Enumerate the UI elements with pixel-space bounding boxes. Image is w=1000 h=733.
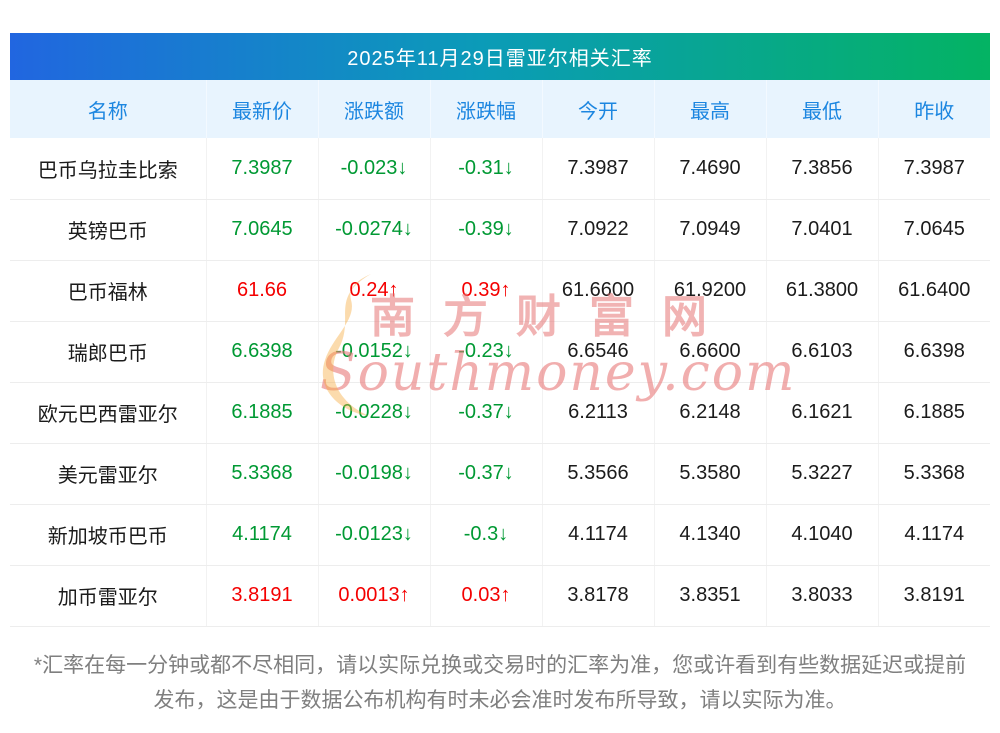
header-row: 名称 最新价 涨跌额 涨跌幅 今开 最高 最低 昨收: [10, 80, 990, 138]
table-body: 巴币乌拉圭比索 7.3987 -0.023↓ -0.31↓ 7.3987 7.4…: [10, 138, 990, 627]
cell-pct: -0.39↓: [430, 199, 543, 261]
cell-low: 61.3800: [766, 260, 879, 322]
cell-open: 6.6546: [542, 321, 655, 383]
cell-name: 巴币乌拉圭比索: [10, 138, 207, 200]
cell-prevclose: 7.3987: [878, 138, 990, 200]
cell-latest: 61.66: [206, 260, 319, 322]
cell-latest: 7.0645: [206, 199, 319, 261]
cell-prevclose: 6.6398: [878, 321, 990, 383]
cell-low: 7.3856: [766, 138, 879, 200]
table-row: 美元雷亚尔 5.3368 -0.0198↓ -0.37↓ 5.3566 5.35…: [10, 443, 990, 505]
cell-low: 3.8033: [766, 565, 879, 627]
cell-high: 3.8351: [654, 565, 767, 627]
cell-latest: 4.1174: [206, 504, 319, 566]
cell-high: 7.4690: [654, 138, 767, 200]
cell-low: 6.1621: [766, 382, 879, 444]
cell-name: 瑞郎巴币: [10, 321, 207, 383]
cell-latest: 6.6398: [206, 321, 319, 383]
cell-open: 3.8178: [542, 565, 655, 627]
col-header-latest: 最新价: [206, 80, 319, 138]
cell-change: -0.023↓: [318, 138, 431, 200]
cell-prevclose: 5.3368: [878, 443, 990, 505]
table-row: 英镑巴币 7.0645 -0.0274↓ -0.39↓ 7.0922 7.094…: [10, 199, 990, 261]
table-row: 新加坡币巴币 4.1174 -0.0123↓ -0.3↓ 4.1174 4.13…: [10, 504, 990, 566]
table-row: 加币雷亚尔 3.8191 0.0013↑ 0.03↑ 3.8178 3.8351…: [10, 565, 990, 627]
col-header-pct: 涨跌幅: [430, 80, 543, 138]
cell-pct: 0.03↑: [430, 565, 543, 627]
cell-open: 7.0922: [542, 199, 655, 261]
title-bar: 2025年11月29日雷亚尔相关汇率: [10, 33, 990, 80]
cell-pct: 0.39↑: [430, 260, 543, 322]
cell-latest: 5.3368: [206, 443, 319, 505]
cell-low: 6.6103: [766, 321, 879, 383]
cell-change: 0.0013↑: [318, 565, 431, 627]
cell-high: 5.3580: [654, 443, 767, 505]
cell-high: 4.1340: [654, 504, 767, 566]
cell-low: 7.0401: [766, 199, 879, 261]
cell-name: 加币雷亚尔: [10, 565, 207, 627]
cell-prevclose: 6.1885: [878, 382, 990, 444]
col-header-high: 最高: [654, 80, 767, 138]
cell-high: 61.9200: [654, 260, 767, 322]
cell-name: 新加坡币巴币: [10, 504, 207, 566]
disclaimer-note: *汇率在每一分钟或都不尽相同，请以实际兑换或交易时的汇率为准，您或许看到有些数据…: [33, 654, 967, 712]
col-header-prevclose: 昨收: [878, 80, 990, 138]
col-header-change: 涨跌额: [318, 80, 431, 138]
cell-prevclose: 61.6400: [878, 260, 990, 322]
cell-change: -0.0152↓: [318, 321, 431, 383]
cell-pct: -0.23↓: [430, 321, 543, 383]
cell-prevclose: 7.0645: [878, 199, 990, 261]
cell-open: 61.6600: [542, 260, 655, 322]
cell-high: 6.6600: [654, 321, 767, 383]
cell-prevclose: 4.1174: [878, 504, 990, 566]
table-row: 巴币乌拉圭比索 7.3987 -0.023↓ -0.31↓ 7.3987 7.4…: [10, 138, 990, 200]
cell-open: 5.3566: [542, 443, 655, 505]
page-title: 2025年11月29日雷亚尔相关汇率: [347, 48, 653, 70]
cell-open: 6.2113: [542, 382, 655, 444]
table-row: 欧元巴西雷亚尔 6.1885 -0.0228↓ -0.37↓ 6.2113 6.…: [10, 382, 990, 444]
cell-low: 5.3227: [766, 443, 879, 505]
table-header: 名称 最新价 涨跌额 涨跌幅 今开 最高 最低 昨收: [10, 80, 990, 138]
cell-change: 0.24↑: [318, 260, 431, 322]
cell-prevclose: 3.8191: [878, 565, 990, 627]
cell-change: -0.0274↓: [318, 199, 431, 261]
cell-latest: 7.3987: [206, 138, 319, 200]
cell-latest: 3.8191: [206, 565, 319, 627]
cell-change: -0.0123↓: [318, 504, 431, 566]
col-header-low: 最低: [766, 80, 879, 138]
table-row: 巴币福林 61.66 0.24↑ 0.39↑ 61.6600 61.9200 6…: [10, 260, 990, 322]
cell-pct: -0.3↓: [430, 504, 543, 566]
cell-change: -0.0228↓: [318, 382, 431, 444]
cell-low: 4.1040: [766, 504, 879, 566]
table-row: 瑞郎巴币 6.6398 -0.0152↓ -0.23↓ 6.6546 6.660…: [10, 321, 990, 383]
cell-latest: 6.1885: [206, 382, 319, 444]
col-header-name: 名称: [10, 80, 207, 138]
exchange-rates-table: 名称 最新价 涨跌额 涨跌幅 今开 最高 最低 昨收 巴币乌拉圭比索 7.398…: [10, 80, 990, 627]
cell-name: 英镑巴币: [10, 199, 207, 261]
cell-pct: -0.37↓: [430, 443, 543, 505]
cell-name: 欧元巴西雷亚尔: [10, 382, 207, 444]
cell-open: 7.3987: [542, 138, 655, 200]
cell-pct: -0.37↓: [430, 382, 543, 444]
cell-name: 巴币福林: [10, 260, 207, 322]
cell-high: 6.2148: [654, 382, 767, 444]
cell-change: -0.0198↓: [318, 443, 431, 505]
col-header-open: 今开: [542, 80, 655, 138]
cell-open: 4.1174: [542, 504, 655, 566]
cell-high: 7.0949: [654, 199, 767, 261]
cell-name: 美元雷亚尔: [10, 443, 207, 505]
cell-pct: -0.31↓: [430, 138, 543, 200]
